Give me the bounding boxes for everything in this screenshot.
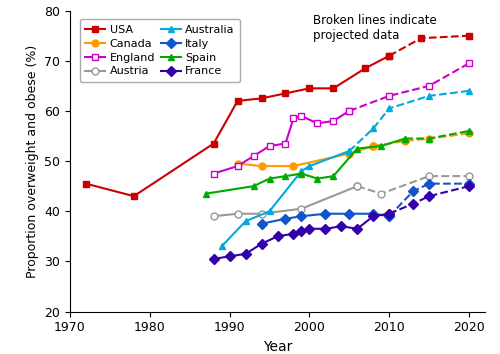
Spain xyxy=(402,136,408,141)
Spain xyxy=(282,174,288,178)
USA xyxy=(282,91,288,96)
Austria xyxy=(354,184,360,188)
USA xyxy=(210,141,216,145)
Australia xyxy=(218,244,224,249)
Austria xyxy=(210,214,216,218)
Legend: USA, Canada, England, Austria, Australia, Italy, Spain, France: USA, Canada, England, Austria, Australia… xyxy=(80,19,240,82)
Australia xyxy=(298,169,304,173)
France xyxy=(370,214,376,218)
France xyxy=(242,252,248,256)
USA xyxy=(234,99,240,103)
France xyxy=(226,254,232,258)
Spain xyxy=(250,184,256,188)
France xyxy=(210,257,216,261)
France xyxy=(298,229,304,233)
Spain xyxy=(378,144,384,148)
England xyxy=(210,171,216,176)
Spain xyxy=(298,171,304,176)
USA xyxy=(362,66,368,70)
France xyxy=(290,232,296,236)
Italy xyxy=(258,222,264,226)
England xyxy=(250,154,256,158)
Line: Austria: Austria xyxy=(210,183,361,220)
Spain xyxy=(314,177,320,181)
Canada xyxy=(346,152,352,156)
Italy xyxy=(370,212,376,216)
X-axis label: Year: Year xyxy=(263,340,292,354)
Australia xyxy=(346,149,352,153)
Canada xyxy=(290,164,296,168)
Line: France: France xyxy=(210,210,392,262)
England xyxy=(346,109,352,113)
Y-axis label: Proportion overweight and obese (%): Proportion overweight and obese (%) xyxy=(26,45,38,278)
Line: England: England xyxy=(210,108,353,177)
England xyxy=(298,114,304,118)
Australia xyxy=(266,209,272,213)
Spain xyxy=(266,177,272,181)
Italy xyxy=(282,217,288,221)
Line: Spain: Spain xyxy=(202,135,408,197)
USA xyxy=(258,96,264,101)
France xyxy=(386,212,392,216)
Line: USA: USA xyxy=(82,52,392,200)
Line: Canada: Canada xyxy=(234,143,376,170)
USA xyxy=(306,86,312,91)
Line: Australia: Australia xyxy=(218,148,353,250)
England xyxy=(266,144,272,148)
Italy xyxy=(298,214,304,218)
Australia xyxy=(306,164,312,168)
USA xyxy=(83,182,89,186)
Australia xyxy=(242,219,248,223)
Austria xyxy=(234,212,240,216)
England xyxy=(290,116,296,121)
Austria xyxy=(298,207,304,211)
Canada xyxy=(258,164,264,168)
Canada xyxy=(370,144,376,148)
France xyxy=(274,234,280,239)
England xyxy=(282,141,288,145)
France xyxy=(338,224,344,228)
Line: Italy: Italy xyxy=(258,210,392,227)
Italy xyxy=(322,212,328,216)
USA xyxy=(386,53,392,58)
France xyxy=(354,227,360,231)
England xyxy=(314,121,320,126)
Italy xyxy=(386,214,392,218)
England xyxy=(234,164,240,168)
Canada xyxy=(234,161,240,166)
Spain xyxy=(202,192,208,196)
Spain xyxy=(354,147,360,151)
Austria xyxy=(258,212,264,216)
France xyxy=(322,227,328,231)
USA xyxy=(330,86,336,91)
England xyxy=(330,119,336,123)
USA xyxy=(131,194,137,198)
France xyxy=(258,242,264,246)
France xyxy=(306,227,312,231)
Text: Broken lines indicate
projected data: Broken lines indicate projected data xyxy=(313,14,436,42)
Italy xyxy=(346,212,352,216)
Spain xyxy=(330,174,336,178)
